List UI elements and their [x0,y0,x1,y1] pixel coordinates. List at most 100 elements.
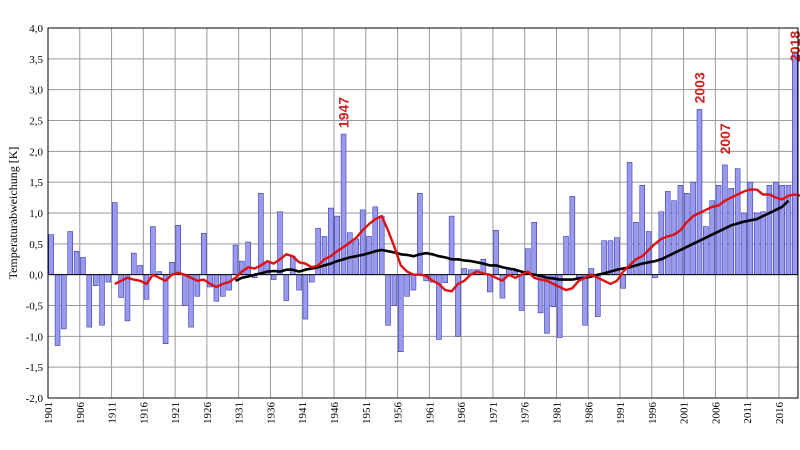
anomaly-bar [544,274,550,334]
anomaly-bar [703,226,709,275]
anomaly-bar [296,274,302,291]
anomaly-bar [664,191,671,275]
anomaly-bar [696,109,703,275]
anomaly-bar [385,274,391,326]
anomaly-bar [162,274,169,344]
anomaly-bar [112,202,118,275]
anomaly-bar [54,274,61,346]
x-tick-label: 1946 [329,402,341,425]
anomaly-bar [658,211,665,275]
anomaly-bar [582,274,588,326]
anomaly-bar [340,133,347,275]
y-tick-labels: 4,0 3,5 3,0 2,5 2,0 1,5 1,0 0,5 0,0 -0,5 -1,0 -1,5 -… [26,23,44,405]
anomaly-bar [378,215,385,275]
anomaly-bar [124,274,131,322]
anomaly-bar [531,222,537,275]
x-tick-label: 1966 [456,402,468,425]
anomaly-bar [105,274,112,283]
y-tick-label: 4,0 [29,23,43,35]
anomaly-bar [487,274,493,293]
anomaly-bar [283,274,290,301]
x-tick-label: 1936 [265,402,277,425]
y-tick-label: 3,0 [29,85,43,97]
anomaly-bar [232,244,239,275]
anomaly-bar [461,268,468,275]
anomaly-bar [556,274,563,338]
anomaly-bar [766,185,773,275]
short-term-mean-line [114,188,800,293]
anomaly-bar [118,274,124,298]
anomaly-bar [620,274,626,289]
anomaly-bar [181,274,188,306]
anomaly-bar [518,274,525,311]
x-tick-label: 2016 [774,402,786,425]
anomaly-bar [366,236,372,275]
anomaly-bar [607,240,614,275]
year-annotation: 2018 [787,31,800,62]
x-tick-label: 2006 [710,402,722,425]
anomaly-bar [639,185,646,275]
anomaly-bar [150,226,156,275]
x-tick-label: 1926 [202,402,214,425]
y-tick-label: 2,5 [29,116,43,128]
x-tick-label: 1961 [424,402,436,424]
anomaly-bar [200,233,207,275]
x-tick-label: 1996 [647,402,659,425]
anomaly-bar [48,234,54,275]
long-term-mean-line [234,199,790,282]
mean-lines [114,188,800,293]
x-tick-label: 1981 [551,402,563,424]
anomaly-bar [175,225,182,275]
anomaly-bar [410,274,417,291]
x-tick-label: 1911 [107,402,119,424]
x-tick-label: 1901 [43,402,55,424]
plot-border [47,27,799,399]
year-annotation: 2003 [691,72,707,103]
anomaly-bar [86,274,93,328]
anomaly-bar [722,164,728,275]
y-tick-label: 0,0 [29,270,43,282]
anomaly-bar [277,211,283,275]
anomaly-bar [792,52,798,275]
anomaly-bar [131,252,137,275]
x-tick-labels: 1901 1906 1911 1916 1921 1926 1931 1936 1941 1946… [43,402,786,425]
anomaly-bar [728,188,734,275]
x-tick-label: 1986 [583,402,595,425]
anomaly-bar [785,185,792,275]
anomaly-bar [398,274,404,352]
y-axis-label: Temperaturabweichung [K] [6,147,20,280]
anomaly-bar [601,240,607,275]
anomaly-bar [563,236,569,275]
anomaly-bar [67,231,73,275]
y-tick-label: 2,0 [29,146,43,158]
anomaly-bar [372,206,379,275]
anomaly-bar [270,274,277,280]
y-tick-label: -0,5 [26,301,44,313]
y-tick-label: -1,5 [26,362,44,374]
anomaly-bar [302,274,309,320]
anomaly-bar [595,274,601,317]
anomaly-bar [258,193,264,275]
y-tick-label: 1,5 [29,177,43,189]
y-tick-label: -1,0 [26,331,44,343]
anomaly-bar [321,236,328,275]
y-tick-label: 0,5 [29,239,43,251]
anomaly-bar [309,274,315,283]
year-annotation: 1947 [336,97,352,128]
anomaly-bar [684,193,690,275]
anomaly-bar [61,274,67,330]
anomaly-bar [569,196,576,275]
x-tick-label: 1951 [361,402,373,424]
x-tick-label: 1921 [170,402,182,424]
anomaly-bar [347,232,353,275]
anomaly-bar [99,274,105,326]
anomaly-bar [169,262,175,275]
x-tick-label: 2011 [742,402,754,424]
anomaly-bar [391,274,398,306]
annotations: 1947 2003 2007 2018 [336,31,800,155]
x-tick-label: 1906 [75,402,87,425]
anomaly-bar [334,215,340,275]
anomaly-bar [73,250,80,275]
x-tick-label: 1916 [138,402,150,425]
